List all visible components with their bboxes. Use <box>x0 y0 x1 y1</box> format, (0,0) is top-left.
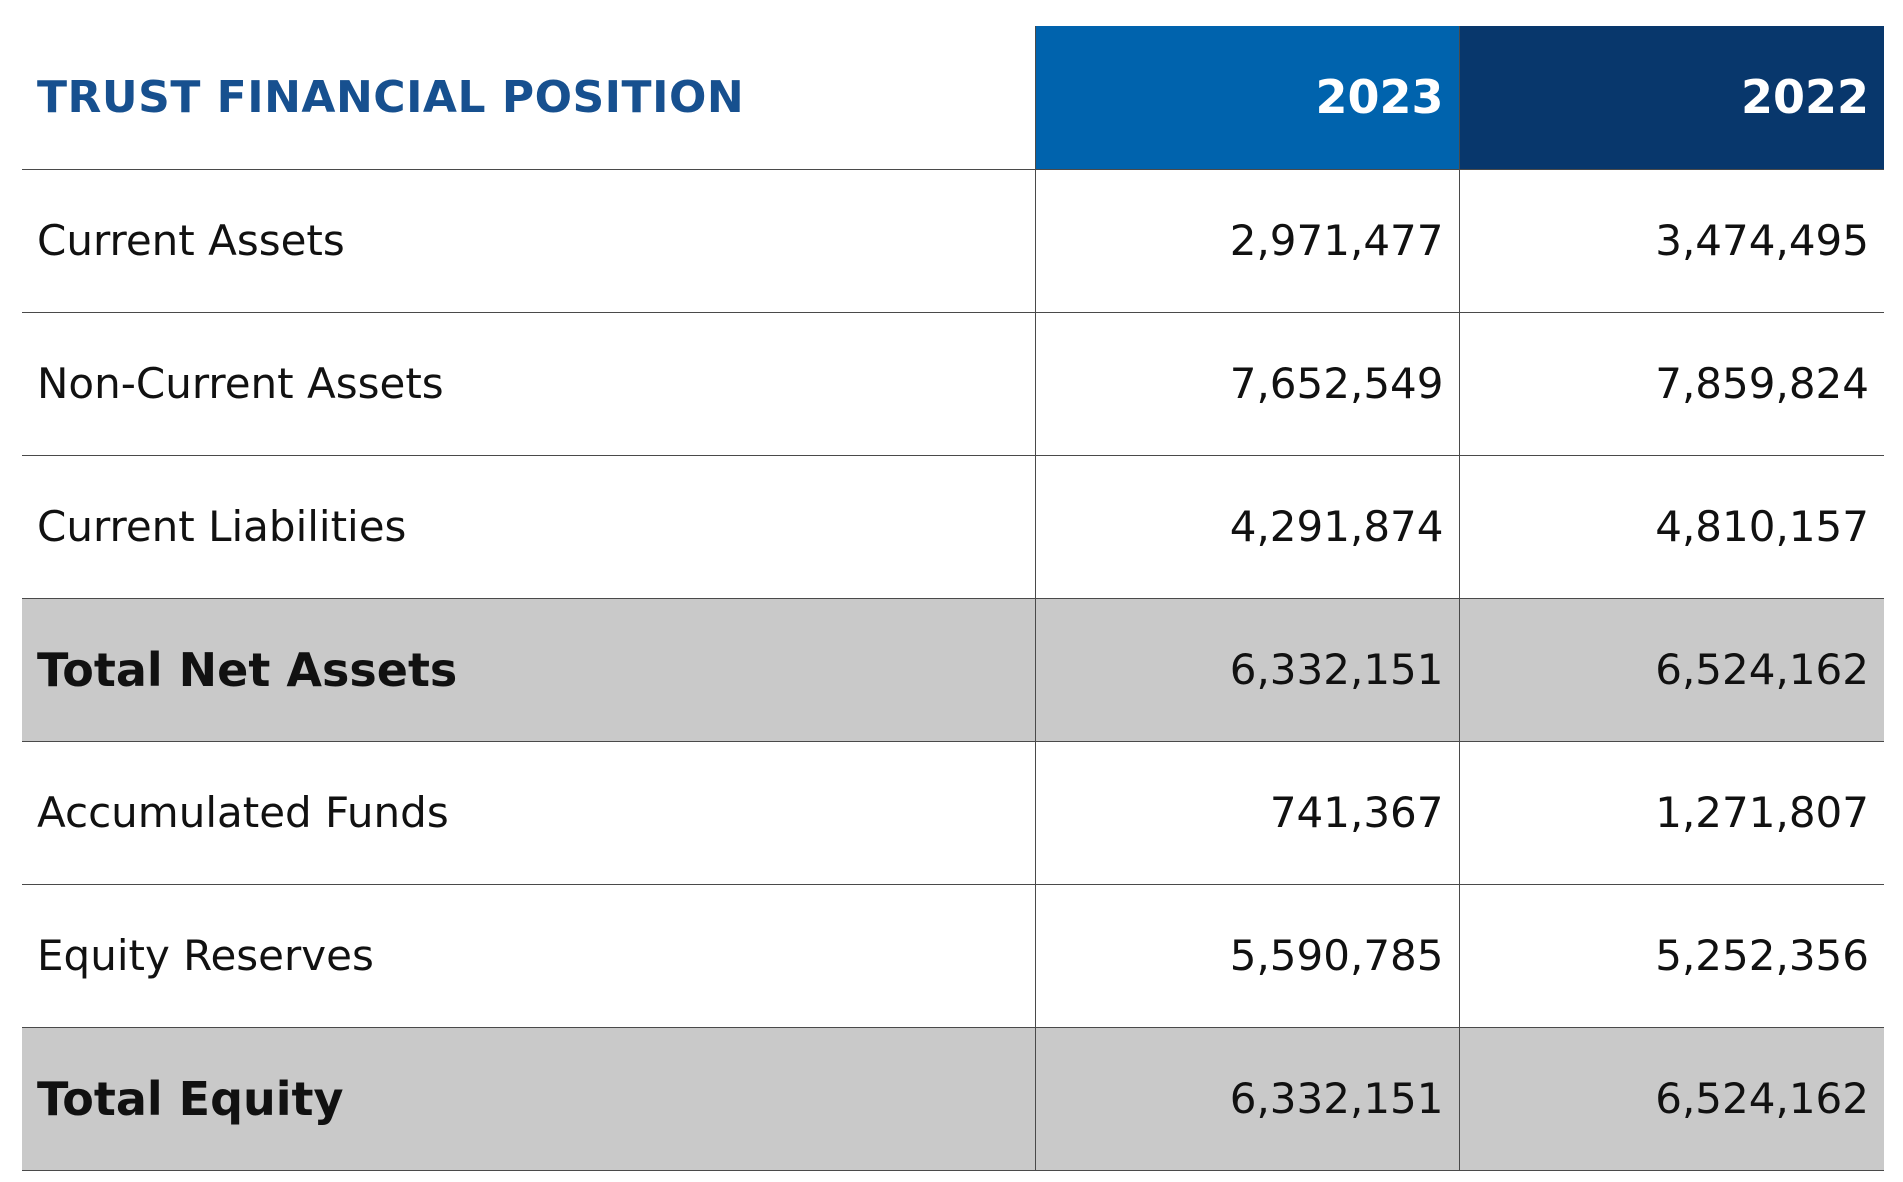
row-label: Accumulated Funds <box>22 741 1035 885</box>
row-current-liabilities: Current Liabilities 4,291,874 4,810,157 <box>22 455 1884 599</box>
row-equity-reserves: Equity Reserves 5,590,785 5,252,356 <box>22 884 1884 1028</box>
value-2022: 3,474,495 <box>1458 169 1884 313</box>
table-title: TRUST FINANCIAL POSITION <box>22 26 1035 170</box>
value-2023: 6,332,151 <box>1034 1027 1459 1171</box>
value-2023: 6,332,151 <box>1034 598 1459 742</box>
value-2023: 2,971,477 <box>1034 169 1459 313</box>
row-current-assets: Current Assets 2,971,477 3,474,495 <box>22 169 1884 313</box>
column-header-2023: 2023 <box>1034 26 1459 170</box>
row-label: Total Net Assets <box>22 598 1035 742</box>
row-total-equity: Total Equity 6,332,151 6,524,162 <box>22 1027 1884 1171</box>
value-2022: 4,810,157 <box>1458 455 1884 599</box>
row-label: Current Assets <box>22 169 1035 313</box>
row-label: Equity Reserves <box>22 884 1035 1028</box>
row-label: Non-Current Assets <box>22 312 1035 456</box>
value-2023: 4,291,874 <box>1034 455 1459 599</box>
value-2023: 741,367 <box>1034 741 1459 885</box>
value-2022: 7,859,824 <box>1458 312 1884 456</box>
header-row: TRUST FINANCIAL POSITION 2023 2022 <box>22 26 1884 170</box>
value-2023: 5,590,785 <box>1034 884 1459 1028</box>
value-2022: 6,524,162 <box>1458 1027 1884 1171</box>
row-non-current-assets: Non-Current Assets 7,652,549 7,859,824 <box>22 312 1884 456</box>
value-2023: 7,652,549 <box>1034 312 1459 456</box>
financial-position-table: TRUST FINANCIAL POSITION 2023 2022 Curre… <box>22 26 1884 1171</box>
value-2022: 6,524,162 <box>1458 598 1884 742</box>
row-label: Total Equity <box>22 1027 1035 1171</box>
row-accumulated-funds: Accumulated Funds 741,367 1,271,807 <box>22 741 1884 885</box>
value-2022: 1,271,807 <box>1458 741 1884 885</box>
row-total-net-assets: Total Net Assets 6,332,151 6,524,162 <box>22 598 1884 742</box>
column-header-2022: 2022 <box>1458 26 1884 170</box>
value-2022: 5,252,356 <box>1458 884 1884 1028</box>
row-label: Current Liabilities <box>22 455 1035 599</box>
